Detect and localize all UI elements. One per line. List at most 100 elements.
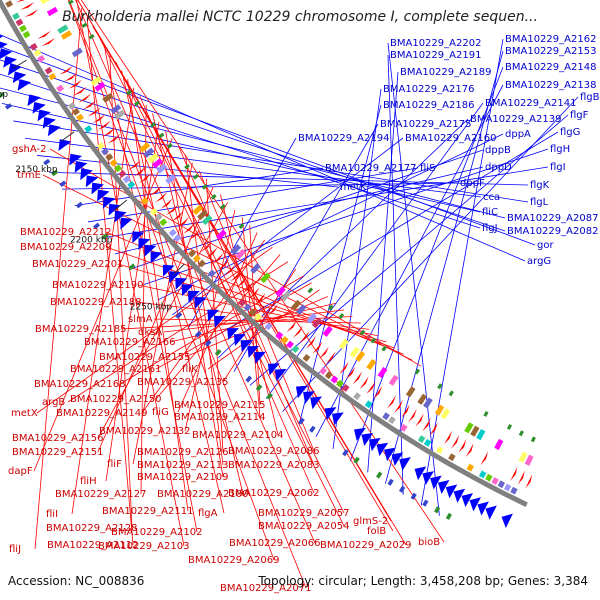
cog-block	[330, 375, 339, 384]
forward-gene-label: dksA	[138, 327, 162, 338]
cog-block	[248, 308, 257, 317]
inner-tick-mark	[359, 329, 366, 336]
outer-tick-mark	[434, 506, 441, 514]
reverse-gene-mark	[233, 334, 246, 347]
reverse-gene-mark	[430, 475, 442, 490]
cog-block	[280, 336, 289, 345]
forward-gene-label: BMA10229_A2066	[229, 538, 320, 549]
reverse-gene-mark	[114, 210, 127, 223]
cog-block	[464, 422, 474, 434]
outer-tick-mark	[175, 311, 183, 319]
forward-gene-mark	[133, 166, 146, 177]
inner-tick-mark	[201, 184, 208, 190]
reverse-gene-mark	[3, 56, 17, 68]
reverse-gene-label: dppF	[460, 178, 485, 189]
reverse-leader-line	[0, 73, 481, 229]
outer-tick-mark	[51, 169, 59, 177]
cog-block	[154, 213, 163, 221]
forward-leader-line	[68, 0, 307, 589]
outer-tick-mark	[266, 392, 273, 400]
cog-block	[215, 229, 227, 241]
reverse-leader-line	[13, 120, 529, 203]
inner-tick-mark	[192, 173, 199, 180]
reverse-gene-mark	[194, 297, 207, 309]
reverse-gene-mark	[37, 109, 51, 122]
forward-gene-label: BMA10229_A2161	[70, 364, 161, 375]
reverse-gene-mark	[227, 328, 239, 340]
cog-block	[109, 158, 118, 167]
cog-block	[207, 269, 216, 278]
cog-block	[440, 408, 451, 420]
reverse-gene-mark	[453, 488, 466, 503]
reverse-gene-mark	[213, 315, 226, 328]
forward-leader-line	[119, 275, 304, 385]
reverse-gene-mark	[47, 124, 61, 137]
outer-tick-mark	[422, 499, 429, 507]
reverse-gene-mark	[274, 368, 287, 382]
cog-block	[156, 163, 168, 174]
reverse-leader-line	[1, 102, 481, 213]
cog-block	[349, 346, 360, 358]
forward-gene-mark	[16, 0, 25, 3]
forward-gene-mark	[87, 107, 101, 117]
forward-leader-line	[121, 70, 225, 514]
cog-block	[306, 312, 317, 324]
cog-block	[296, 304, 307, 316]
forward-gene-label: argB	[42, 397, 65, 408]
reverse-gene-mark	[361, 432, 374, 447]
forward-gene-mark	[68, 79, 82, 89]
forward-gene-mark	[248, 287, 260, 300]
inner-tick-mark	[67, 0, 74, 5]
backbone-ring	[0, 0, 528, 507]
reverse-gene-label: flgJ	[482, 223, 498, 234]
forward-gene-label: BMA10229_A2114	[174, 412, 265, 423]
forward-leader-line	[127, 79, 189, 512]
forward-leader-line	[249, 225, 261, 406]
forward-gene-label: BMA10229_A2149	[56, 408, 147, 419]
forward-gene-mark	[242, 281, 254, 294]
inner-tick-mark	[81, 22, 88, 28]
forward-leader-line	[67, 0, 275, 561]
forward-gene-label: BMA10229_A2188	[50, 297, 141, 308]
forward-gene-mark	[451, 434, 460, 449]
cog-block	[5, 0, 14, 8]
forward-gene-label: BMA10229_A2071	[220, 583, 311, 594]
inner-tick-mark	[88, 34, 95, 40]
reverse-gene-mark	[368, 437, 381, 452]
reverse-gene-mark	[422, 471, 434, 485]
scale-label: 2250 kbp	[130, 302, 173, 312]
reverse-gene-label: fliC	[482, 207, 498, 218]
reverse-leader-line	[0, 87, 506, 219]
reverse-leader-line	[387, 54, 404, 495]
inner-tick-mark	[518, 430, 524, 437]
forward-gene-mark	[82, 100, 97, 110]
reverse-gene-mark	[74, 161, 88, 173]
reverse-gene-mark	[7, 63, 22, 76]
forward-gene-mark	[292, 325, 304, 338]
forward-gene-label: fliG	[152, 407, 169, 418]
cog-block	[275, 286, 286, 298]
forward-gene-mark	[138, 172, 152, 184]
forward-gene-mark	[373, 385, 383, 399]
cog-block	[254, 313, 262, 321]
cog-block	[192, 204, 204, 216]
cog-block	[341, 383, 350, 392]
reverse-gene-mark	[12, 71, 27, 84]
forward-gene-mark	[408, 408, 417, 423]
reverse-gene-mark	[144, 244, 157, 257]
cog-block	[364, 400, 373, 409]
cog-block	[12, 12, 20, 20]
cog-block	[152, 158, 163, 169]
forward-gene-mark	[107, 133, 121, 144]
reverse-gene-mark	[267, 363, 280, 376]
forward-gene-label: BMA10229_A2190	[52, 280, 143, 291]
reverse-gene-label: BMA10229_A2189	[400, 67, 491, 78]
reverse-leader-line	[128, 149, 484, 270]
forward-leader-line	[97, 186, 214, 453]
reverse-gene-label: dppA	[505, 129, 531, 140]
cog-block	[417, 435, 426, 444]
forward-gene-mark	[183, 222, 195, 234]
reverse-gene-label: flgF	[570, 110, 589, 121]
forward-gene-mark	[128, 160, 141, 171]
forward-gene-label: BMA10229_A2054	[258, 521, 349, 532]
